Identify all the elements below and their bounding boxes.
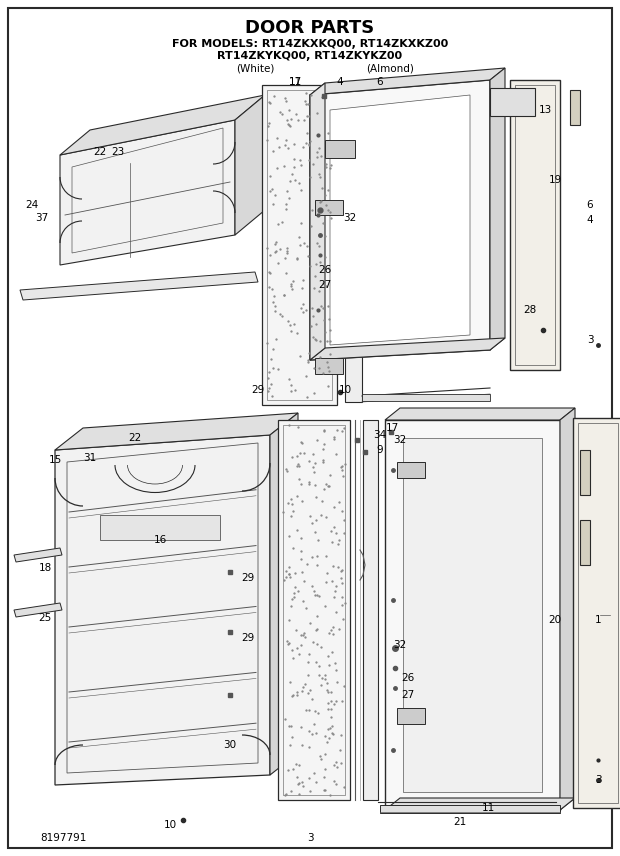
Text: 11: 11: [481, 803, 495, 813]
Text: 4: 4: [587, 215, 593, 225]
Text: 3: 3: [595, 775, 601, 785]
Polygon shape: [55, 413, 298, 450]
Text: 25: 25: [38, 613, 51, 623]
Polygon shape: [580, 520, 590, 565]
Text: 20: 20: [549, 615, 562, 625]
Bar: [283, 425, 345, 795]
Text: 29: 29: [251, 385, 265, 395]
Bar: [325, 140, 355, 158]
Bar: [490, 88, 535, 116]
Text: (Almond): (Almond): [366, 63, 414, 73]
Polygon shape: [20, 272, 258, 300]
Text: 31: 31: [83, 453, 97, 463]
Polygon shape: [310, 68, 505, 95]
Text: 32: 32: [393, 435, 407, 445]
Polygon shape: [310, 83, 325, 360]
Polygon shape: [330, 95, 470, 345]
Text: (White): (White): [236, 63, 274, 73]
Polygon shape: [14, 603, 62, 617]
Text: 6: 6: [587, 200, 593, 210]
Bar: [262, 85, 337, 405]
Polygon shape: [363, 420, 378, 800]
Polygon shape: [235, 95, 265, 235]
Text: 8197791: 8197791: [40, 833, 86, 843]
Bar: [397, 708, 425, 724]
Text: FOR MODELS: RT14ZKXKQ00, RT14ZKXKZ00: FOR MODELS: RT14ZKXKQ00, RT14ZKXKZ00: [172, 39, 448, 49]
Polygon shape: [490, 68, 505, 350]
Text: 6: 6: [377, 77, 383, 87]
Bar: [362, 394, 490, 401]
Text: 32: 32: [393, 640, 407, 650]
Text: 10: 10: [339, 385, 352, 395]
Bar: [578, 423, 618, 803]
Text: DOOR PARTS: DOOR PARTS: [246, 19, 374, 37]
Polygon shape: [368, 100, 378, 145]
Text: 28: 28: [523, 305, 537, 315]
Text: 9: 9: [377, 445, 383, 455]
Text: 34: 34: [373, 430, 387, 440]
Text: 10: 10: [164, 820, 177, 830]
Text: 32: 32: [343, 213, 356, 223]
Polygon shape: [60, 95, 265, 155]
Text: 24: 24: [25, 200, 38, 210]
Polygon shape: [60, 120, 235, 265]
Polygon shape: [580, 450, 590, 495]
Text: 29: 29: [241, 633, 255, 643]
Bar: [267, 90, 332, 400]
Text: 26: 26: [401, 673, 415, 683]
Text: 15: 15: [48, 455, 61, 465]
Bar: [315, 358, 343, 374]
Bar: [315, 200, 343, 215]
Bar: [510, 80, 560, 370]
Text: 3: 3: [587, 335, 593, 345]
Polygon shape: [560, 408, 575, 810]
Polygon shape: [14, 548, 62, 562]
Polygon shape: [55, 435, 270, 785]
Polygon shape: [570, 90, 580, 125]
Bar: [403, 438, 542, 792]
Text: 1: 1: [595, 615, 601, 625]
Polygon shape: [310, 80, 490, 360]
Text: 17: 17: [386, 423, 399, 433]
Text: 16: 16: [153, 535, 167, 545]
Text: 4: 4: [337, 77, 343, 87]
Text: 26: 26: [319, 265, 332, 275]
Text: 18: 18: [38, 563, 51, 573]
Bar: [397, 462, 425, 478]
Polygon shape: [345, 88, 362, 402]
Text: 3: 3: [307, 833, 313, 843]
Polygon shape: [310, 338, 505, 360]
Bar: [100, 515, 220, 540]
Polygon shape: [385, 798, 575, 810]
Text: 22: 22: [94, 147, 107, 157]
Text: 27: 27: [319, 280, 332, 290]
Text: 21: 21: [453, 817, 467, 827]
Bar: [385, 420, 560, 810]
Bar: [573, 418, 620, 808]
Polygon shape: [270, 413, 298, 775]
Text: 23: 23: [112, 147, 125, 157]
Text: 11: 11: [288, 77, 301, 87]
Text: 27: 27: [401, 690, 415, 700]
Text: 29: 29: [241, 573, 255, 583]
Text: 37: 37: [35, 213, 48, 223]
Text: 13: 13: [538, 105, 552, 115]
Text: 22: 22: [128, 433, 141, 443]
Bar: [515, 85, 555, 365]
Text: 30: 30: [223, 740, 237, 750]
Bar: [380, 805, 560, 813]
Polygon shape: [385, 408, 575, 420]
Text: 19: 19: [548, 175, 562, 185]
Bar: [278, 420, 350, 800]
Text: RT14ZKYKQ00, RT14ZKYKZ00: RT14ZKYKQ00, RT14ZKYKZ00: [218, 51, 402, 61]
Text: 17: 17: [288, 77, 301, 87]
